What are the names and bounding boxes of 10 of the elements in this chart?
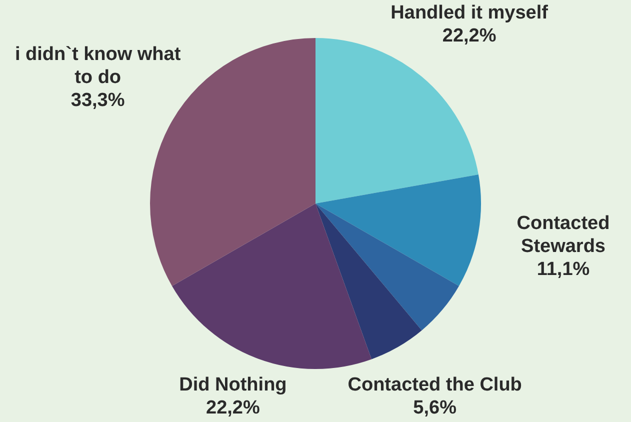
slice-label: Contacted the Club bbox=[348, 374, 522, 396]
data-label: 22,2% bbox=[442, 26, 496, 47]
data-label: 33,3% bbox=[70, 90, 125, 111]
slice-label: Did Nothing bbox=[179, 374, 287, 396]
slice-label: Handled it myself bbox=[390, 2, 549, 24]
data-label: 11,1% bbox=[536, 258, 590, 280]
slice-label: Contacted Stewards bbox=[516, 212, 610, 257]
slice-label: i didn`t know what to do bbox=[14, 44, 182, 88]
data-label: 5,6% bbox=[413, 398, 457, 419]
data-label: 22,2% bbox=[206, 398, 260, 419]
